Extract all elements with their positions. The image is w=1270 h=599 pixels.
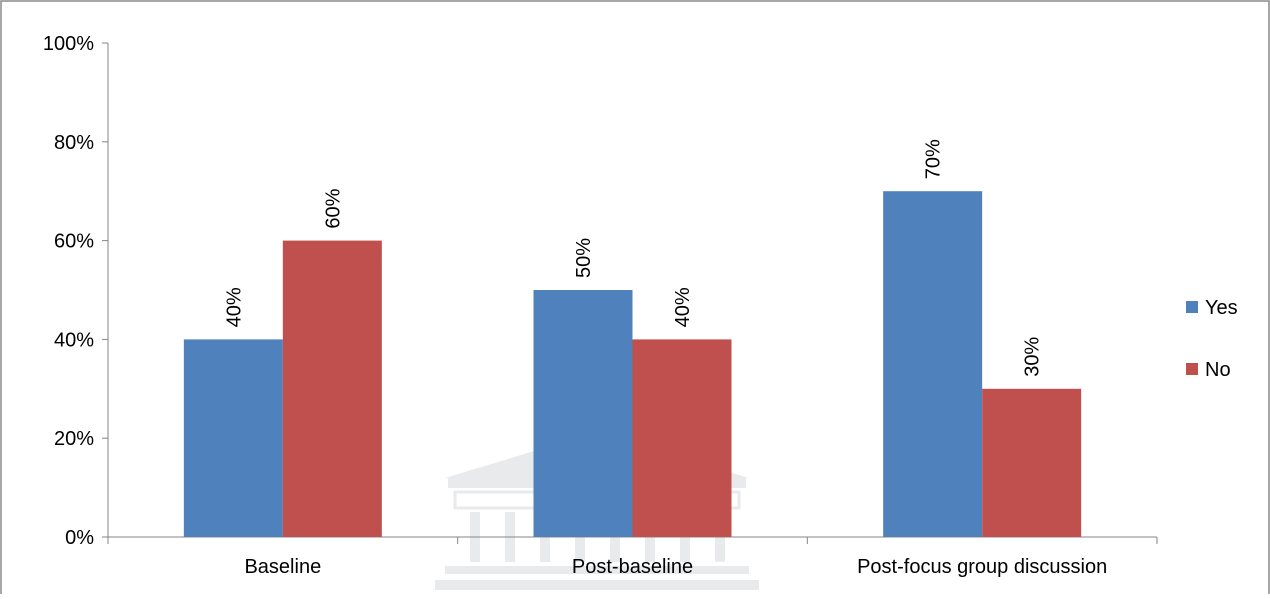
legend-swatch-yes	[1186, 301, 1198, 313]
bars-group	[183, 191, 1082, 537]
data-label-no: 40%	[672, 287, 694, 327]
legend-label-no: No	[1205, 359, 1231, 381]
y-tick-label: 20%	[54, 428, 94, 450]
bar-yes	[883, 191, 983, 537]
data-label-no: 30%	[1022, 337, 1044, 377]
legend: Yes No	[1186, 297, 1238, 381]
y-tick-label: 40%	[54, 329, 94, 351]
x-tick-label: Post-focus group discussion	[857, 556, 1107, 578]
bar-no	[632, 339, 732, 537]
x-tick-label: Post-baseline	[572, 556, 693, 578]
y-tick-label: 80%	[54, 132, 94, 154]
legend-label-yes: Yes	[1205, 297, 1238, 319]
x-tick-label: Baseline	[244, 556, 321, 578]
data-labels-group: 40% 60% 50% 40% 70% 30%	[223, 139, 1043, 377]
axes: 0% 20% 40% 60% 80% 100% Baseline Post-baseline P…	[43, 33, 1158, 578]
y-tick-label: 0%	[65, 527, 94, 549]
data-label-yes: 40%	[223, 287, 245, 327]
bar-yes	[183, 339, 283, 537]
y-tick-label: 100%	[43, 33, 94, 55]
y-tick-label: 60%	[54, 231, 94, 253]
bar-no	[982, 388, 1082, 537]
bar-no	[282, 240, 382, 537]
bar-yes	[533, 290, 633, 537]
data-label-no: 60%	[322, 188, 344, 228]
data-label-yes: 70%	[923, 139, 945, 179]
data-label-yes: 50%	[573, 238, 595, 278]
legend-swatch-no	[1186, 363, 1198, 375]
